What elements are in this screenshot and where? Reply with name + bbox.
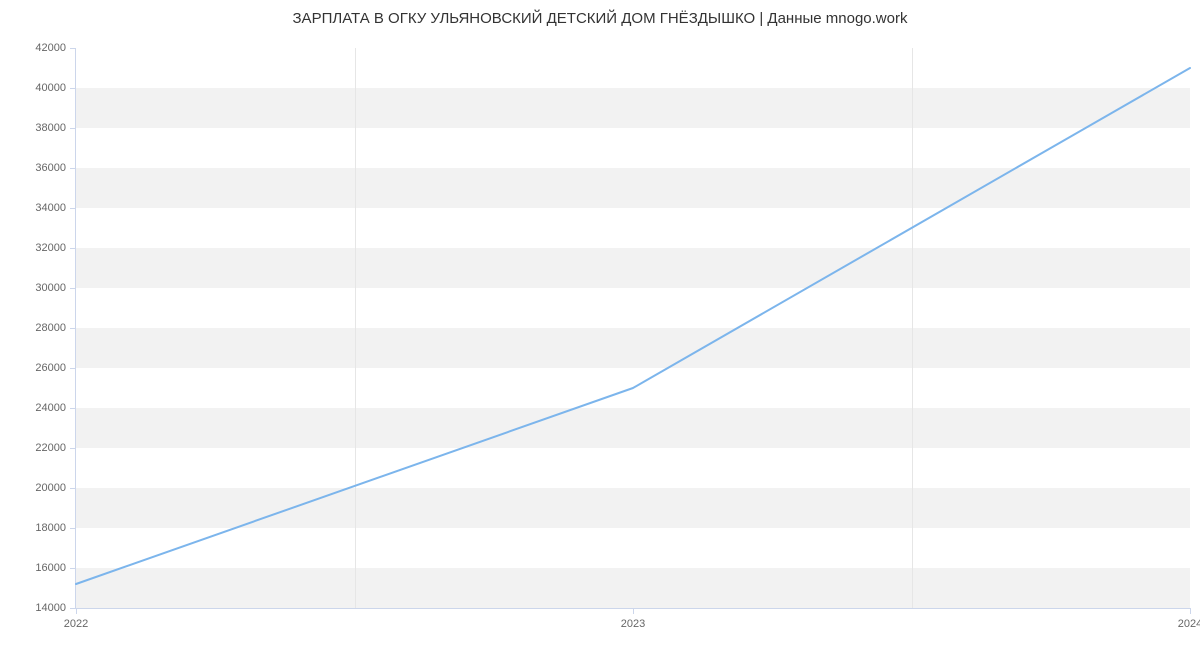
y-axis-label: 14000: [35, 602, 66, 614]
y-axis-label: 32000: [35, 242, 66, 254]
y-axis-label: 22000: [35, 442, 66, 454]
y-axis-label: 38000: [35, 122, 66, 134]
y-axis-label: 34000: [35, 202, 66, 214]
y-axis-label: 28000: [35, 322, 66, 334]
y-axis-label: 16000: [35, 562, 66, 574]
x-axis-label: 2023: [621, 618, 645, 630]
y-axis-label: 36000: [35, 162, 66, 174]
y-axis-label: 42000: [35, 42, 66, 54]
y-axis-label: 24000: [35, 402, 66, 414]
chart-title: ЗАРПЛАТА В ОГКУ УЛЬЯНОВСКИЙ ДЕТСКИЙ ДОМ …: [0, 10, 1200, 27]
y-axis-label: 30000: [35, 282, 66, 294]
x-axis-line: [76, 608, 1190, 609]
x-axis-label: 2022: [64, 618, 88, 630]
series-line: [76, 48, 1190, 608]
plot-area: 1400016000180002000022000240002600028000…: [76, 48, 1190, 608]
y-axis-label: 40000: [35, 82, 66, 94]
y-axis-label: 26000: [35, 362, 66, 374]
y-axis-label: 20000: [35, 482, 66, 494]
x-axis-label: 2024: [1178, 618, 1200, 630]
y-axis-label: 18000: [35, 522, 66, 534]
